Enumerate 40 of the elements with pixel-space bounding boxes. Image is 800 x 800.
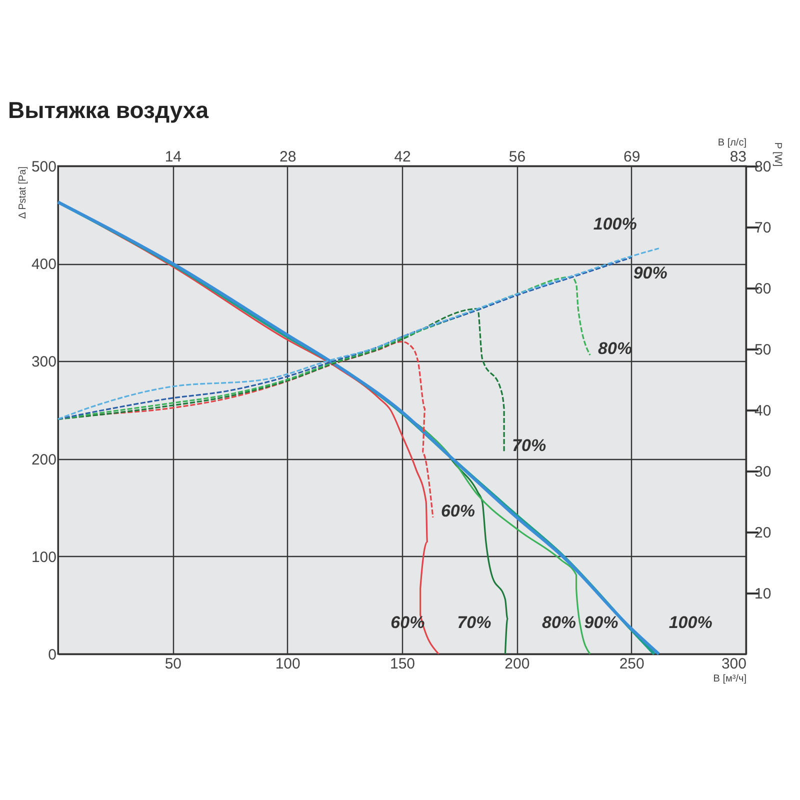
y2-axis-title: P [W] [772,142,784,167]
x-tick-label: 150 [390,656,416,672]
series-label: 90% [633,264,668,282]
x-tick-label: 200 [504,656,530,672]
y-tick-label: 100 [31,548,56,566]
x2-tick-label: 28 [280,148,296,166]
x2-axis-title: В [л/с] [718,138,747,148]
series-label: 100% [668,613,712,632]
x-tick-label: 300 [721,656,746,672]
series-label: 90% [584,613,618,632]
x-axis-title: В [м³/ч] [713,674,747,684]
y-tick-label: 300 [31,354,56,371]
x2-tick-label: 83 [730,148,746,166]
x2-tick-label: 42 [394,148,411,166]
y2-tick-label: 10 [754,586,772,602]
series-label: 80% [542,613,576,632]
y-tick-label: 500 [31,158,56,176]
y-axis-title: Δ Pstat [Pa] [17,166,28,219]
y2-tick-label: 80 [754,158,772,176]
y-tick-label: 400 [31,256,56,274]
y2-tick-label: 20 [754,524,772,542]
line-series [57,308,505,453]
y2-tick-label: 40 [754,402,772,420]
x-tick-label: 50 [164,656,182,672]
line-series [57,276,591,420]
series-label: 60% [440,501,475,520]
x2-tick-label: 69 [623,148,640,166]
y2-tick-label: 30 [754,464,772,480]
y-tick-label: 0 [48,646,56,664]
series-label: 80% [598,339,632,358]
x2-tick-label: 56 [508,148,526,166]
y2-tick-label: 60 [754,280,772,298]
y-tick-label: 200 [31,451,56,468]
series-label: 70% [457,613,492,632]
chart-title: Вытяжка воздуха [8,97,209,123]
x-tick-label: 100 [275,656,300,672]
x-tick-label: 250 [619,656,644,672]
x2-tick-label: 14 [164,148,182,166]
y2-tick-label: 70 [754,220,772,236]
y2-tick-label: 50 [754,342,772,358]
